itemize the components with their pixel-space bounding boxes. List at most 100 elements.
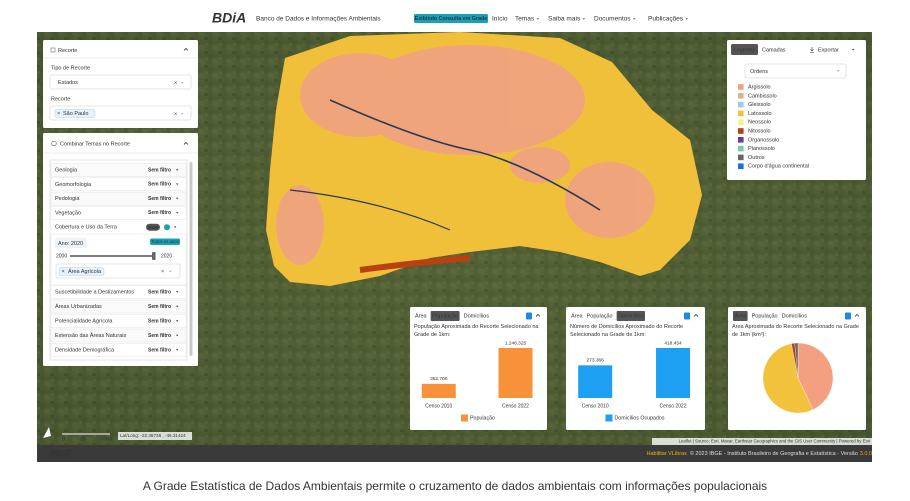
theme-row[interactable] bbox=[50, 163, 187, 177]
theme-filter: Sem filtro bbox=[148, 196, 171, 202]
value-label: 352.700 bbox=[430, 376, 448, 382]
menu-item[interactable]: Publicações bbox=[648, 16, 684, 23]
theme-row[interactable] bbox=[50, 191, 187, 206]
attribution: Leaflet | Source: Esri, Maxar, Earthstar… bbox=[679, 439, 870, 444]
year-pill bbox=[146, 223, 160, 231]
theme-label: Extensão das Áreas Naturais bbox=[55, 332, 126, 339]
tab[interactable]: Camadas bbox=[762, 47, 786, 53]
legend-swatch bbox=[738, 137, 744, 143]
theme-label: Suscetibilidade a Deslizamentos bbox=[55, 289, 134, 295]
legend-swatch bbox=[738, 128, 744, 134]
theme-row[interactable] bbox=[50, 328, 187, 343]
coords: Lat/Long: -22.36736 , -46.31424 bbox=[120, 433, 186, 438]
theme-row[interactable] bbox=[50, 314, 187, 328]
chevron-icon bbox=[854, 313, 860, 317]
theme-label: Potencialidade Agrícola bbox=[55, 318, 113, 324]
soil-strip bbox=[359, 255, 471, 273]
legend-label: Outros bbox=[748, 155, 765, 161]
legend-label: Cambissolo bbox=[748, 93, 777, 99]
theme-row[interactable] bbox=[50, 299, 187, 314]
theme-row[interactable] bbox=[50, 285, 187, 299]
chart-title: População Aproximada do Recorte Selecion… bbox=[414, 324, 539, 338]
remove-icon: × bbox=[57, 111, 60, 117]
caret-icon bbox=[176, 183, 179, 185]
menu-item[interactable]: Início bbox=[492, 16, 508, 23]
theme-label: Pedologia bbox=[55, 196, 80, 202]
chart-tab[interactable]: Área bbox=[735, 312, 748, 319]
chart-title: Número de Domicílios Aproximado do Recor… bbox=[570, 324, 684, 338]
caret-icon bbox=[176, 305, 179, 308]
river bbox=[329, 99, 601, 211]
chart-tab[interactable]: Domicílios bbox=[464, 313, 490, 319]
logo: BDiA bbox=[212, 10, 246, 26]
export-button[interactable]: Exportar bbox=[818, 47, 839, 53]
select[interactable] bbox=[49, 74, 192, 90]
legend-swatch bbox=[738, 145, 744, 152]
chart-tab-active bbox=[616, 311, 645, 321]
clear-icon: × bbox=[174, 111, 177, 117]
legend-label: Neossolo bbox=[748, 120, 771, 126]
legend-swatch bbox=[738, 154, 744, 161]
chart-menu-btn[interactable] bbox=[845, 312, 851, 320]
soil-patches bbox=[276, 45, 655, 265]
year-label: Ano: 2020 bbox=[58, 241, 83, 247]
menu-item[interactable]: Saiba mais bbox=[548, 16, 581, 23]
chart-tab[interactable]: Domicílios bbox=[618, 313, 644, 319]
all-years-btn[interactable] bbox=[150, 238, 180, 246]
scale-label: 25 bbox=[80, 436, 86, 442]
theme-label: Geomorfologia bbox=[55, 182, 92, 188]
chart-title-box: População Aproximada do Recorte Selecion… bbox=[414, 324, 539, 338]
caret-icon bbox=[181, 82, 184, 84]
slider-thumb[interactable] bbox=[152, 252, 156, 260]
coords-box bbox=[118, 432, 192, 440]
caret-icon bbox=[176, 197, 179, 200]
theme-label: Densidade Demográfica bbox=[55, 347, 115, 353]
caret-icon bbox=[176, 349, 179, 351]
chart-panel bbox=[410, 307, 547, 430]
legend-select[interactable] bbox=[744, 63, 847, 79]
tab-active[interactable] bbox=[731, 44, 758, 55]
chart-menu-btn[interactable] bbox=[526, 312, 532, 320]
legend-label: Argissolo bbox=[748, 84, 771, 90]
tag-text: São Paulo bbox=[63, 111, 88, 117]
clear-icon: × bbox=[161, 269, 164, 275]
legend-label: Planossolo bbox=[748, 146, 775, 152]
tag-text: Área Agrícola bbox=[68, 268, 102, 275]
field-label: Tipo de Recorte bbox=[51, 65, 90, 71]
vlibras-link[interactable]: Habilitar VLibras bbox=[646, 451, 687, 457]
chart-tab[interactable]: Área bbox=[571, 312, 584, 319]
chart-title: Área Aproximada do Recorte Selecionado n… bbox=[732, 324, 859, 338]
caret-icon bbox=[536, 18, 540, 20]
chart-tab-active bbox=[733, 311, 748, 321]
legend-label: Organossolo bbox=[748, 137, 779, 143]
theme-filter: Sem filtro bbox=[148, 167, 171, 173]
chart-tab[interactable]: População bbox=[432, 313, 458, 319]
caret-icon bbox=[176, 169, 179, 171]
chart-tab[interactable]: População bbox=[587, 313, 613, 319]
theme-row[interactable] bbox=[50, 343, 187, 357]
chart-tab[interactable]: População bbox=[752, 313, 778, 319]
scrollbar bbox=[189, 162, 193, 356]
chart-tab[interactable]: Domicílios bbox=[782, 313, 808, 319]
active-dot bbox=[164, 224, 170, 231]
chart-tab[interactable]: Área bbox=[415, 312, 428, 319]
chart-menu-btn[interactable] bbox=[684, 312, 690, 320]
menu-item[interactable]: Documentos bbox=[594, 16, 631, 23]
chevron-icon bbox=[535, 313, 541, 317]
legend-label: Latossolo bbox=[748, 111, 772, 117]
tag bbox=[58, 267, 105, 276]
legend-swatch bbox=[738, 93, 744, 99]
slider-min: 2000 bbox=[56, 253, 67, 259]
caret-icon bbox=[176, 291, 179, 293]
theme-row[interactable] bbox=[50, 206, 187, 220]
theme-row[interactable] bbox=[50, 177, 187, 192]
version: 3.0.0 bbox=[860, 451, 872, 457]
legend-swatch bbox=[738, 101, 744, 108]
copyright: © 2023 IBGE - Instituto Brasileiro de Ge… bbox=[690, 450, 858, 457]
menu-item[interactable]: Temas bbox=[515, 16, 535, 23]
badge bbox=[414, 14, 488, 23]
caret-icon bbox=[176, 334, 179, 337]
caret-icon bbox=[582, 18, 586, 20]
